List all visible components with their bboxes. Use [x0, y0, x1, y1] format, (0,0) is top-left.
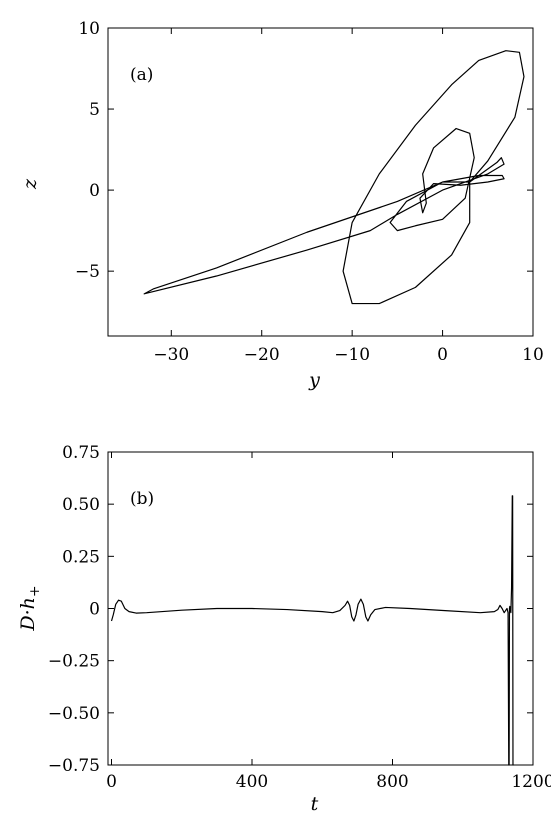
- y-tick-label: −5: [75, 262, 100, 282]
- y-tick-label: 5: [89, 100, 100, 120]
- x-tick-label: 400: [236, 772, 268, 792]
- x-tick-label: 0: [437, 345, 448, 365]
- x-tick-label: 1200: [511, 772, 551, 792]
- y-tick-label: 0.25: [62, 547, 100, 567]
- x-tick-label: −30: [153, 345, 189, 365]
- plot-frame: [108, 452, 533, 765]
- panel-b: 0 400 800 1200 −0.75 −0.50 −0.25 0 0.25 0.50 0.75 (…: [17, 443, 551, 815]
- x-axis-label: t: [311, 793, 319, 815]
- y-tick-label: 0.75: [62, 443, 100, 463]
- y-axis-label: z: [19, 178, 41, 190]
- y-tick-label: −0.75: [48, 756, 100, 776]
- panel-a: −30 −20 −10 0 10 −5 0 5 10 (a) y z: [19, 19, 544, 391]
- series-line: [112, 496, 514, 765]
- y-tick-label: −0.25: [48, 652, 100, 672]
- x-tick-label: 800: [376, 772, 408, 792]
- y-tick-label: 0: [89, 181, 100, 201]
- y-tick-label: −0.50: [48, 704, 100, 724]
- panel-label: (a): [130, 65, 153, 85]
- y-tick-label: 0.50: [62, 495, 100, 515]
- panel-label: (b): [130, 489, 154, 509]
- series-line: [144, 51, 524, 304]
- x-tick-label: 0: [106, 772, 117, 792]
- y-tick-label: 10: [78, 19, 100, 39]
- x-tick-label: −20: [244, 345, 280, 365]
- x-axis-label: y: [308, 369, 320, 391]
- y-tick-label: 0: [89, 600, 100, 620]
- y-axis-label-subscript: +: [27, 585, 43, 597]
- y-axis-label: D·h+: [17, 585, 43, 631]
- x-tick-label: 10: [522, 345, 544, 365]
- x-tick-label: −10: [334, 345, 370, 365]
